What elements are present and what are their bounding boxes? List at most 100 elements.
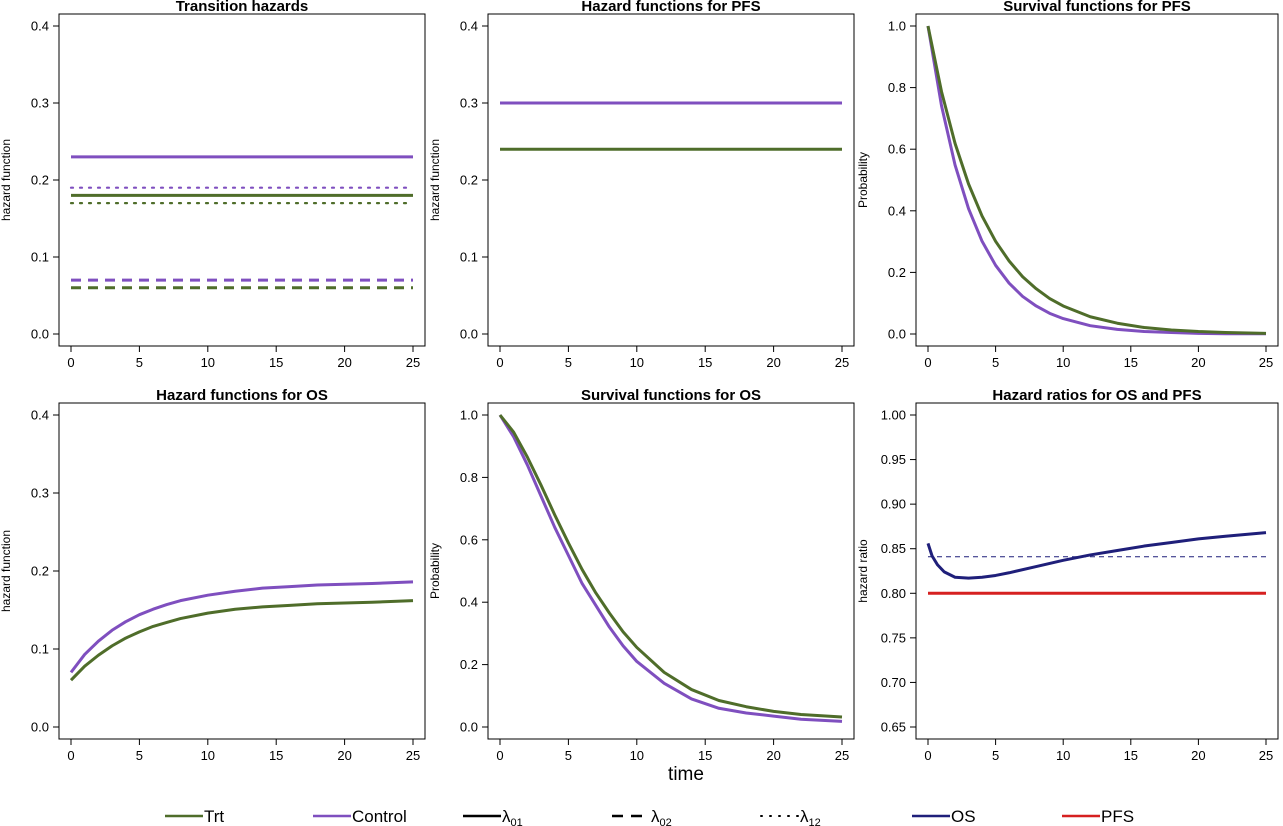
legend-label-subscript: 12	[809, 817, 821, 826]
panel-title: Hazard functions for OS	[156, 387, 328, 404]
y-tick-label: 0.70	[881, 675, 906, 690]
y-tick-label: 0.4	[888, 203, 906, 218]
legend-item: Trt	[165, 807, 224, 826]
y-tick-label: 0.0	[888, 327, 906, 342]
y-axis-label: hazard ratio	[856, 539, 870, 603]
legend-item: OS	[912, 807, 976, 826]
y-tick-label: 0.6	[888, 142, 906, 157]
x-tick-label: 15	[1124, 355, 1138, 370]
x-tick-label: 25	[1259, 355, 1273, 370]
legend-label-subscript: 01	[511, 817, 523, 826]
y-tick-label: 0.2	[460, 657, 478, 672]
x-tick-label: 5	[565, 748, 572, 763]
y-tick-label: 0.2	[31, 173, 49, 188]
y-tick-label: 0.1	[460, 250, 478, 265]
chart-panels: Transition hazards hazard function 0.0 0.1 0…	[0, 0, 1279, 785]
x-tick-label: 0	[67, 355, 74, 370]
y-tick-label: 0.75	[881, 630, 906, 645]
x-tick-label: 25	[406, 748, 420, 763]
panel-title: Survival functions for OS	[581, 387, 761, 404]
x-tick-label: 15	[269, 355, 283, 370]
x-tick-label: 5	[136, 748, 143, 763]
plot-frame	[58, 402, 426, 740]
x-tick-label: 15	[1124, 748, 1138, 763]
legend-item: λ02	[612, 807, 672, 826]
x-tick-label: 20	[337, 355, 351, 370]
panel-6: Hazard ratios for OS and PFS hazard ratio…	[856, 387, 1279, 763]
y-tick-label: 0.1	[31, 642, 49, 657]
x-tick-label: 15	[698, 355, 712, 370]
y-tick-label: 0.80	[881, 586, 906, 601]
x-tick-label: 20	[766, 748, 780, 763]
panel-title: Survival functions for PFS	[1003, 0, 1191, 15]
series-line-control	[69, 580, 414, 674]
y-tick-label: 0.4	[460, 19, 478, 34]
y-tick-label: 0.1	[31, 250, 49, 265]
legend: Trt Control λ01 λ02 λ12 OS PFS	[165, 807, 1134, 826]
y-tick-label: 0.3	[31, 96, 49, 111]
series-line-control	[498, 414, 843, 723]
y-axis-label: Probability	[428, 543, 442, 599]
legend-label-main: Trt	[204, 807, 224, 826]
y-tick-label: 0.85	[881, 541, 906, 556]
y-tick-label: 0.2	[888, 265, 906, 280]
y-tick-label: 0.2	[460, 173, 478, 188]
y-tick-label: 0.65	[881, 720, 906, 735]
y-tick-label: 0.2	[31, 564, 49, 579]
legend-label: Control	[352, 807, 407, 826]
x-tick-label: 20	[337, 748, 351, 763]
plot-frame	[915, 402, 1279, 740]
x-axis-label: time	[668, 764, 704, 785]
x-tick-label: 25	[835, 748, 849, 763]
plot-frame	[58, 13, 426, 347]
y-tick-label: 1.00	[881, 408, 906, 423]
legend-label-main: λ	[651, 807, 660, 826]
legend-label-main: OS	[951, 807, 976, 826]
y-tick-label: 0.0	[31, 720, 49, 735]
x-tick-label: 20	[1191, 748, 1205, 763]
y-tick-label: 0.8	[460, 470, 478, 485]
x-tick-label: 0	[67, 748, 74, 763]
y-tick-label: 0.0	[460, 720, 478, 735]
y-axis-label: hazard function	[428, 139, 442, 221]
panel-3: Survival functions for PFS Probability 0.0…	[856, 0, 1279, 370]
y-tick-label: 1.0	[888, 19, 906, 34]
x-tick-label: 10	[201, 748, 215, 763]
y-tick-label: 0.3	[460, 96, 478, 111]
panel-2: Hazard functions for PFS hazard function 0…	[428, 0, 855, 370]
x-tick-label: 25	[835, 355, 849, 370]
x-tick-label: 5	[565, 355, 572, 370]
x-tick-label: 0	[496, 748, 503, 763]
y-tick-label: 0.90	[881, 497, 906, 512]
plot-frame	[487, 13, 855, 347]
x-tick-label: 25	[1259, 748, 1273, 763]
y-tick-label: 0.95	[881, 452, 906, 467]
x-tick-label: 20	[766, 355, 780, 370]
y-tick-label: 0.3	[31, 486, 49, 501]
y-axis-label: Probability	[856, 152, 870, 208]
legend-label-main: λ	[502, 807, 511, 826]
legend-label: λ12	[800, 807, 821, 826]
x-tick-label: 0	[496, 355, 503, 370]
panel-title: Hazard ratios for OS and PFS	[992, 387, 1201, 404]
panel-title: Hazard functions for PFS	[581, 0, 760, 15]
series-line-trt	[69, 599, 414, 682]
panel-4: Hazard functions for OS hazard function 0.…	[0, 387, 426, 763]
panel-5: Survival functions for OS Probability 0.0 0…	[428, 387, 855, 785]
y-tick-label: 0.0	[460, 327, 478, 342]
x-tick-label: 15	[698, 748, 712, 763]
series-line-trt	[926, 25, 1267, 335]
x-tick-label: 5	[992, 748, 999, 763]
legend-label-main: λ	[800, 807, 809, 826]
x-tick-label: 10	[1056, 748, 1070, 763]
y-tick-label: 0.4	[460, 595, 478, 610]
legend-item: λ12	[760, 807, 821, 826]
legend-label: PFS	[1101, 807, 1134, 826]
legend-label: OS	[951, 807, 976, 826]
x-tick-label: 0	[924, 355, 931, 370]
legend-label-subscript: 02	[660, 817, 672, 826]
x-tick-label: 5	[136, 355, 143, 370]
x-tick-label: 15	[269, 748, 283, 763]
y-tick-label: 0.0	[31, 327, 49, 342]
y-tick-label: 0.4	[31, 19, 49, 34]
